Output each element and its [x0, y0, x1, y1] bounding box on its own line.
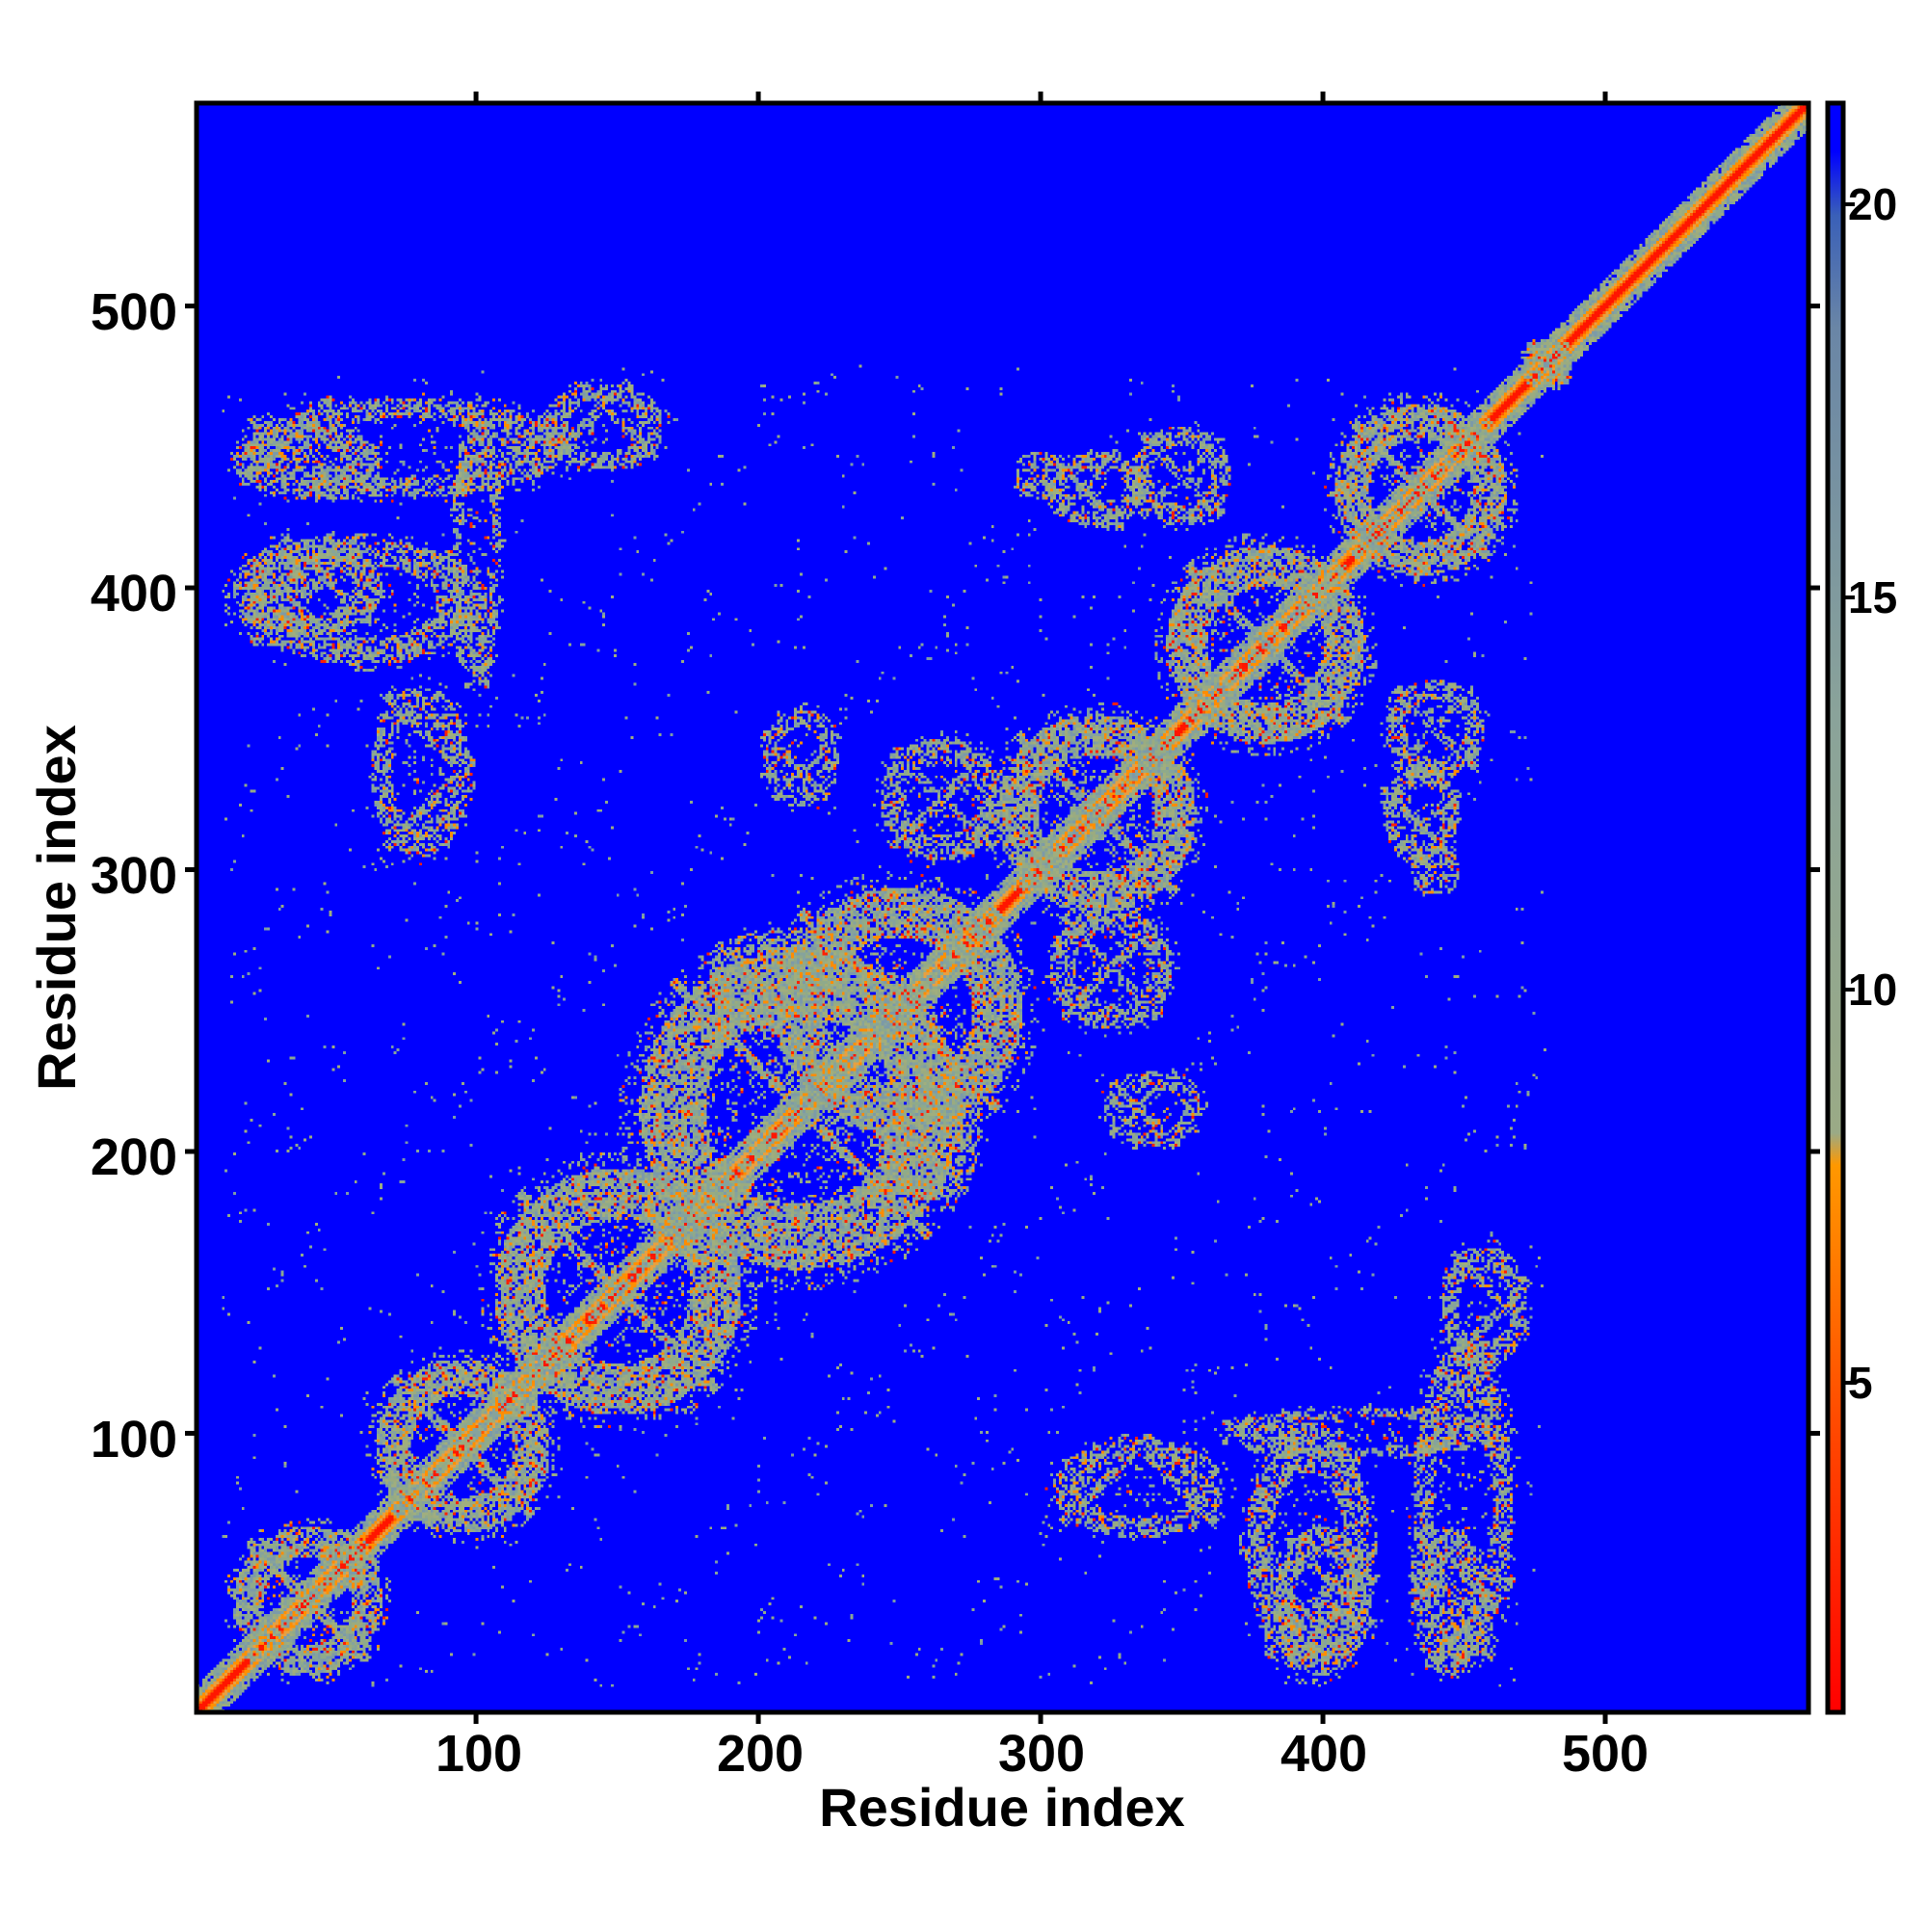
y-tick-label: 100 — [91, 1411, 177, 1469]
x-axis-label: Residue index — [819, 1777, 1185, 1838]
contact-map-cells — [197, 103, 1808, 1712]
x-tick-label: 500 — [1562, 1725, 1649, 1783]
colorbar-ticks: 5 10 15 20 — [1843, 179, 1897, 1408]
axis-ticks — [185, 92, 1820, 1724]
y-axis-label: Residue index — [26, 725, 87, 1091]
y-tick-label: 500 — [91, 283, 177, 341]
x-tick-labels: 100 200 300 400 500 — [436, 1725, 1649, 1783]
x-tick-label: 400 — [1280, 1725, 1367, 1783]
x-tick-label: 200 — [717, 1725, 804, 1783]
colorbar-tick-label: 15 — [1848, 572, 1897, 622]
y-tick-label: 400 — [91, 565, 177, 622]
colorbar-tick-label: 10 — [1848, 965, 1897, 1015]
colorbar-tick-label: 5 — [1848, 1358, 1873, 1408]
y-tick-label: 200 — [91, 1128, 177, 1186]
contact-map-image — [197, 103, 1808, 1712]
x-tick-label: 300 — [998, 1725, 1085, 1783]
x-tick-label: 100 — [436, 1725, 522, 1783]
colorbar — [1825, 100, 1846, 1715]
y-tick-label: 300 — [91, 847, 177, 905]
plot-frame — [194, 100, 1811, 1715]
colorbar-tick-label: 20 — [1848, 179, 1897, 229]
y-tick-labels: 100 200 300 400 500 — [91, 283, 177, 1469]
